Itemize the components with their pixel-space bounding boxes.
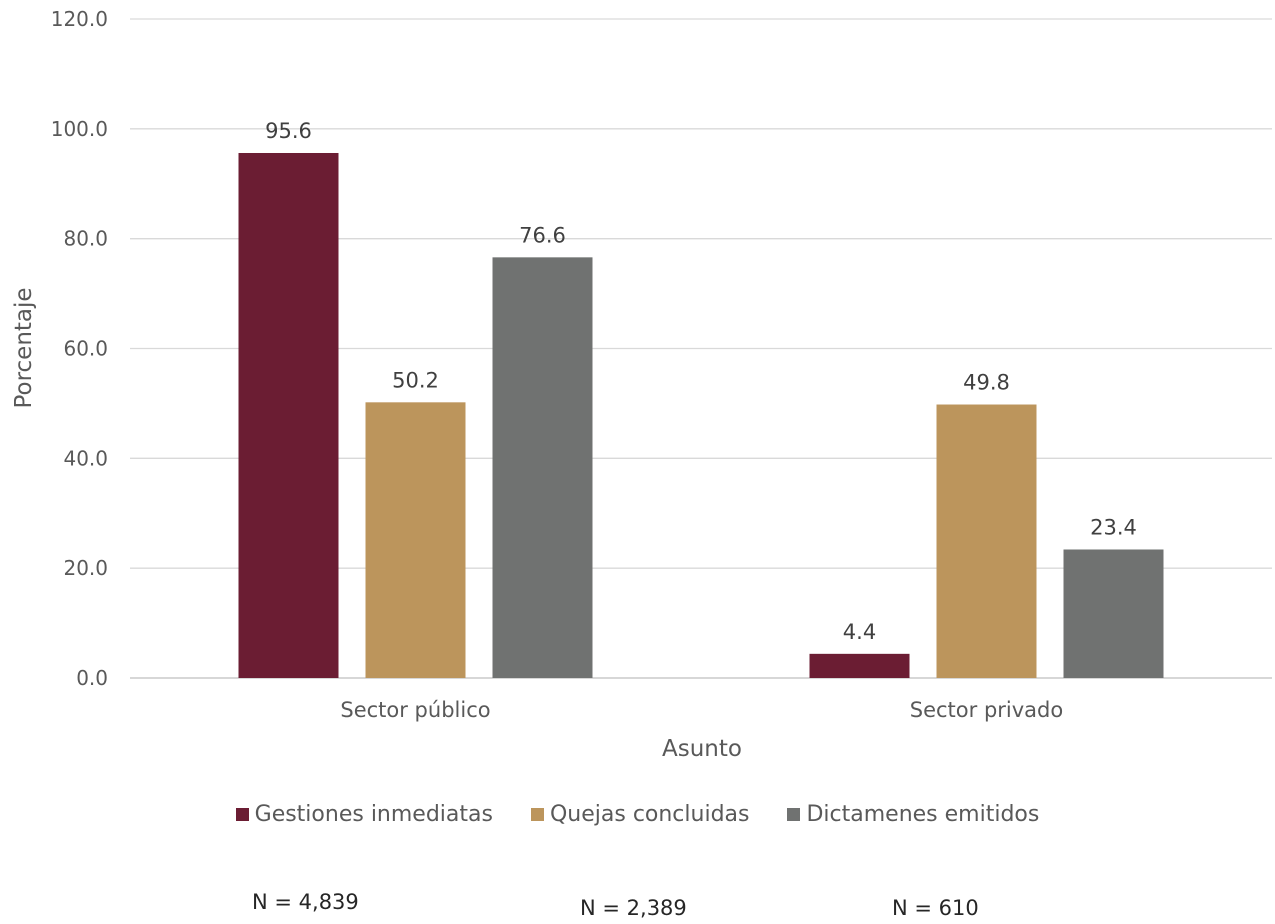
data-label: 76.6 <box>519 223 566 247</box>
legend: Gestiones inmediatas Quejas concluidas Dic… <box>0 802 1275 827</box>
bar <box>365 402 466 678</box>
y-tick-label: 0.0 <box>76 666 108 690</box>
bar <box>492 257 593 678</box>
y-tick-label: 20.0 <box>63 556 108 580</box>
legend-label: Gestiones inmediatas <box>254 802 493 827</box>
n-label-dictamenes: N = 610 <box>892 896 979 920</box>
y-tick-label: 100.0 <box>51 117 108 141</box>
y-tick-label: 120.0 <box>51 7 108 31</box>
data-label: 50.2 <box>392 368 439 392</box>
y-axis-ticks: 0.0 20.0 40.0 60.0 80.0 100.0 120.0 <box>51 7 108 690</box>
bar <box>238 152 339 678</box>
legend-label: Quejas concluidas <box>549 802 750 827</box>
category-label: Sector público <box>340 698 490 722</box>
legend-swatch <box>530 808 544 821</box>
data-label: 95.6 <box>265 119 312 143</box>
bars <box>238 152 1164 678</box>
bar <box>936 404 1037 678</box>
legend-item: Quejas concluidas <box>530 802 750 827</box>
x-axis-title: Asunto <box>662 736 742 762</box>
n-label-gestiones: N = 4,839 <box>252 890 359 914</box>
category-label: Sector privado <box>910 698 1063 722</box>
legend-label: Dictamenes emitidos <box>806 802 1040 827</box>
y-tick-label: 40.0 <box>63 446 108 470</box>
y-tick-label: 80.0 <box>63 227 108 251</box>
bar <box>1063 549 1164 678</box>
category-labels: Sector público Sector privado <box>340 698 1063 722</box>
bar <box>809 653 910 678</box>
data-label: 23.4 <box>1090 515 1137 539</box>
data-label: 4.4 <box>843 620 876 644</box>
n-label-quejas: N = 2,389 <box>580 896 687 920</box>
y-tick-label: 60.0 <box>63 337 108 361</box>
data-label: 49.8 <box>963 371 1010 395</box>
legend-item: Dictamenes emitidos <box>787 802 1039 827</box>
data-labels: 95.6 50.2 76.6 4.4 49.8 23.4 <box>265 119 1137 644</box>
legend-swatch <box>235 808 249 821</box>
y-axis-title: Porcentaje <box>11 287 37 408</box>
bar-chart: 0.0 20.0 40.0 60.0 80.0 100.0 120.0 95.6 50.2 76… <box>11 7 1272 762</box>
legend-swatch <box>787 808 801 821</box>
legend-item: Gestiones inmediatas <box>235 802 493 827</box>
